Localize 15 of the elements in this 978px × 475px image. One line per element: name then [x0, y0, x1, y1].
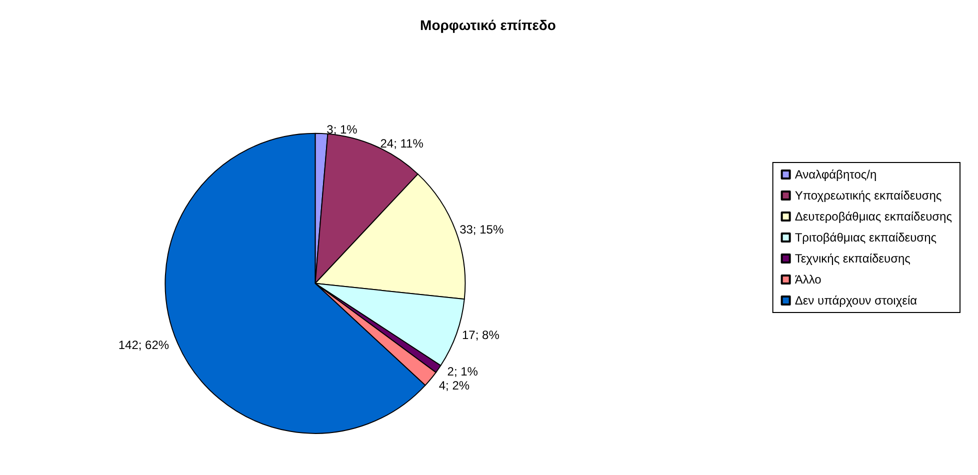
legend-label: Τεχνικής εκπαίδευσης [794, 252, 911, 266]
legend-label: Υποχρεωτικής εκπαίδευσης [794, 188, 942, 202]
data-label: 33; 15% [460, 222, 504, 237]
data-label: 3; 1% [326, 122, 358, 137]
legend-label: Άλλο [794, 272, 822, 286]
data-label: 4; 2% [438, 378, 470, 392]
data-label: 142; 62% [118, 338, 170, 352]
legend-label: Αναλφάβητος/η [794, 168, 877, 182]
chart-title: Μορφωτικό επίπεδο [420, 17, 556, 33]
data-label: 17; 8% [462, 328, 500, 342]
legend-label: Δεν υπάρχουν στοιχεία [794, 294, 918, 308]
data-label: 24; 11% [380, 136, 424, 151]
legend-label: Δευτεροβάθμιας εκπαίδευσης [794, 210, 952, 224]
legend-label: Τριτοβάθμιας εκπαίδευσης [794, 230, 937, 244]
data-label: 2; 1% [447, 364, 478, 378]
